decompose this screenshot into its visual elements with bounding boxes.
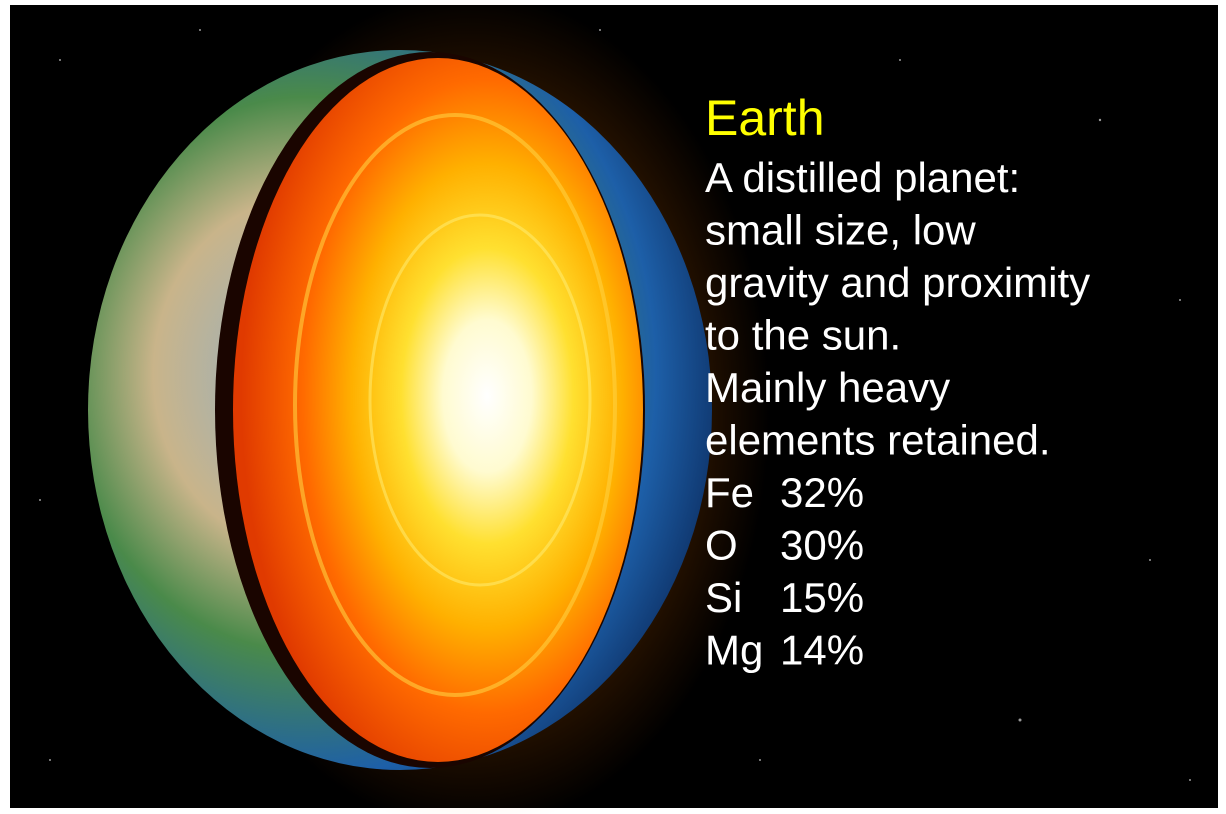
element-share: 30% [780,522,864,569]
page: Earth A distilled planet: small size, low… [0,0,1226,814]
element-symbol: Mg [705,627,763,674]
title: Earth [705,90,825,146]
element-share: 32% [780,469,864,516]
infographic: Earth A distilled planet: small size, low… [0,0,1226,814]
description-line: elements retained. [705,417,1051,464]
element-symbol: O [705,522,738,569]
element-share: 15% [780,574,864,621]
description-line: A distilled planet: [705,154,1020,201]
description-line: Mainly heavy [705,364,950,411]
element-symbol: Si [705,574,742,621]
description-line: small size, low [705,207,976,254]
element-symbol: Fe [705,469,754,516]
description-line: to the sun. [705,312,901,359]
description-line: gravity and proximity [705,259,1090,306]
element-share: 14% [780,627,864,674]
